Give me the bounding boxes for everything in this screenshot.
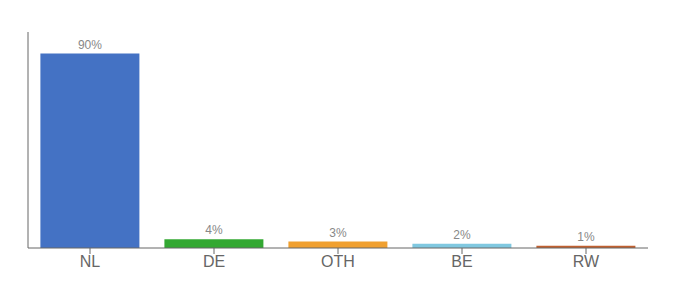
svg-text:3%: 3% [329, 226, 347, 240]
svg-text:90%: 90% [78, 38, 102, 52]
svg-text:BE: BE [451, 253, 472, 270]
svg-text:RW: RW [573, 253, 600, 270]
svg-text:4%: 4% [205, 223, 223, 237]
svg-text:1%: 1% [577, 230, 595, 244]
svg-text:OTH: OTH [321, 253, 355, 270]
svg-text:2%: 2% [453, 228, 471, 242]
svg-text:NL: NL [80, 253, 101, 270]
svg-text:DE: DE [203, 253, 225, 270]
